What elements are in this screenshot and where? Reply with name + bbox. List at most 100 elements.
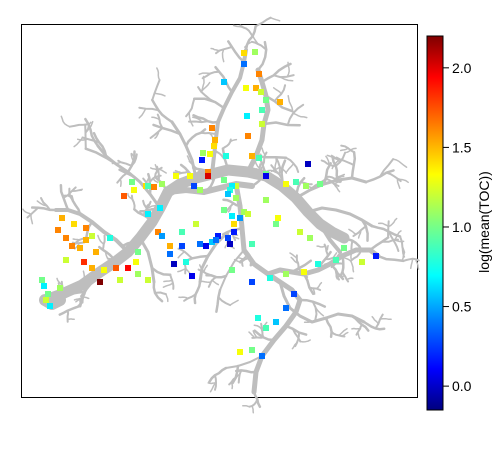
site-marker xyxy=(227,187,233,193)
site-marker xyxy=(225,235,231,241)
tributary xyxy=(221,138,232,150)
colorbar-tick-label: 2.0 xyxy=(452,60,472,76)
tributary xyxy=(286,162,295,173)
site-marker xyxy=(145,211,151,217)
tributary xyxy=(82,270,86,279)
colorbar-tick-label: 0.0 xyxy=(452,378,472,394)
tributary xyxy=(314,306,325,317)
site-marker xyxy=(253,85,259,91)
site-marker xyxy=(205,169,211,175)
tributary xyxy=(341,255,352,262)
site-marker xyxy=(245,211,251,217)
tributary xyxy=(350,251,354,260)
site-marker xyxy=(273,221,279,227)
tributary xyxy=(255,168,263,178)
site-marker xyxy=(373,253,379,259)
site-marker xyxy=(89,265,95,271)
site-marker xyxy=(193,221,199,227)
tributary xyxy=(256,40,268,72)
tributary xyxy=(262,121,301,127)
site-marker xyxy=(71,221,77,227)
site-marker xyxy=(93,249,99,255)
tributary xyxy=(177,267,187,273)
tributary xyxy=(272,74,295,79)
site-marker xyxy=(135,249,141,255)
river-reach-north-central xyxy=(170,120,198,180)
site-marker xyxy=(263,173,269,179)
tributary xyxy=(251,405,255,414)
site-marker xyxy=(263,97,269,103)
tributary xyxy=(259,166,263,175)
tributary xyxy=(193,280,202,305)
tributary xyxy=(122,236,142,247)
site-marker xyxy=(255,315,261,321)
tributary xyxy=(152,177,159,184)
tributary xyxy=(274,156,281,174)
site-marker xyxy=(101,267,107,273)
tributary xyxy=(376,254,405,263)
site-marker xyxy=(245,133,251,139)
tributary xyxy=(203,264,208,273)
site-marker xyxy=(179,229,185,235)
tributary xyxy=(340,331,349,337)
tributary xyxy=(26,206,40,219)
tributary xyxy=(254,16,272,28)
tributary xyxy=(302,272,315,296)
tributary xyxy=(163,279,173,283)
tributary xyxy=(415,258,420,270)
tributary xyxy=(55,291,66,295)
tributary xyxy=(222,198,242,208)
river-network xyxy=(22,16,420,414)
tributary xyxy=(59,291,75,295)
site-marker xyxy=(291,291,297,297)
site-marker xyxy=(89,233,95,239)
tributary xyxy=(242,248,253,267)
tributary xyxy=(40,197,51,211)
tributary xyxy=(209,381,217,393)
tributary xyxy=(151,79,161,101)
tributary xyxy=(208,366,228,384)
colorbar-tick-label: 1.0 xyxy=(452,219,472,235)
site-marker xyxy=(231,229,237,235)
tributary xyxy=(284,324,308,336)
site-marker xyxy=(223,153,229,159)
site-marker xyxy=(249,279,255,285)
tributary xyxy=(396,177,401,189)
tributary xyxy=(388,230,400,252)
tributary xyxy=(156,67,161,81)
site-marker xyxy=(315,261,321,267)
plot-frame xyxy=(21,24,418,398)
site-marker xyxy=(131,187,137,193)
site-marker xyxy=(43,297,49,303)
tributary xyxy=(342,236,363,252)
site-marker xyxy=(221,207,227,213)
colorbar: 0.0 0.5 1.0 1.5 2.0 log(mean(TOC)) xyxy=(426,35,492,411)
tributary xyxy=(379,317,392,320)
colorbar-tick-label: 0.5 xyxy=(452,299,472,315)
site-marker xyxy=(317,181,323,187)
tributary xyxy=(185,97,196,118)
tributary xyxy=(299,339,311,343)
sampling-sites xyxy=(39,49,379,359)
tributary xyxy=(250,172,266,188)
site-marker xyxy=(187,173,193,179)
river-reach-north-west xyxy=(96,144,162,210)
tributary xyxy=(81,292,85,304)
tributary xyxy=(344,147,357,154)
tributary xyxy=(192,116,203,123)
site-marker xyxy=(209,239,215,245)
site-marker xyxy=(69,243,75,249)
site-marker xyxy=(341,245,347,251)
site-marker xyxy=(151,184,157,190)
site-marker xyxy=(159,181,165,187)
tributary xyxy=(396,177,409,184)
tributary xyxy=(303,319,316,324)
site-marker xyxy=(159,233,165,239)
tributary xyxy=(92,131,108,158)
site-marker xyxy=(241,61,247,67)
tributary xyxy=(312,287,316,295)
site-marker xyxy=(231,221,237,227)
site-marker xyxy=(249,347,255,353)
tributary xyxy=(188,120,209,124)
